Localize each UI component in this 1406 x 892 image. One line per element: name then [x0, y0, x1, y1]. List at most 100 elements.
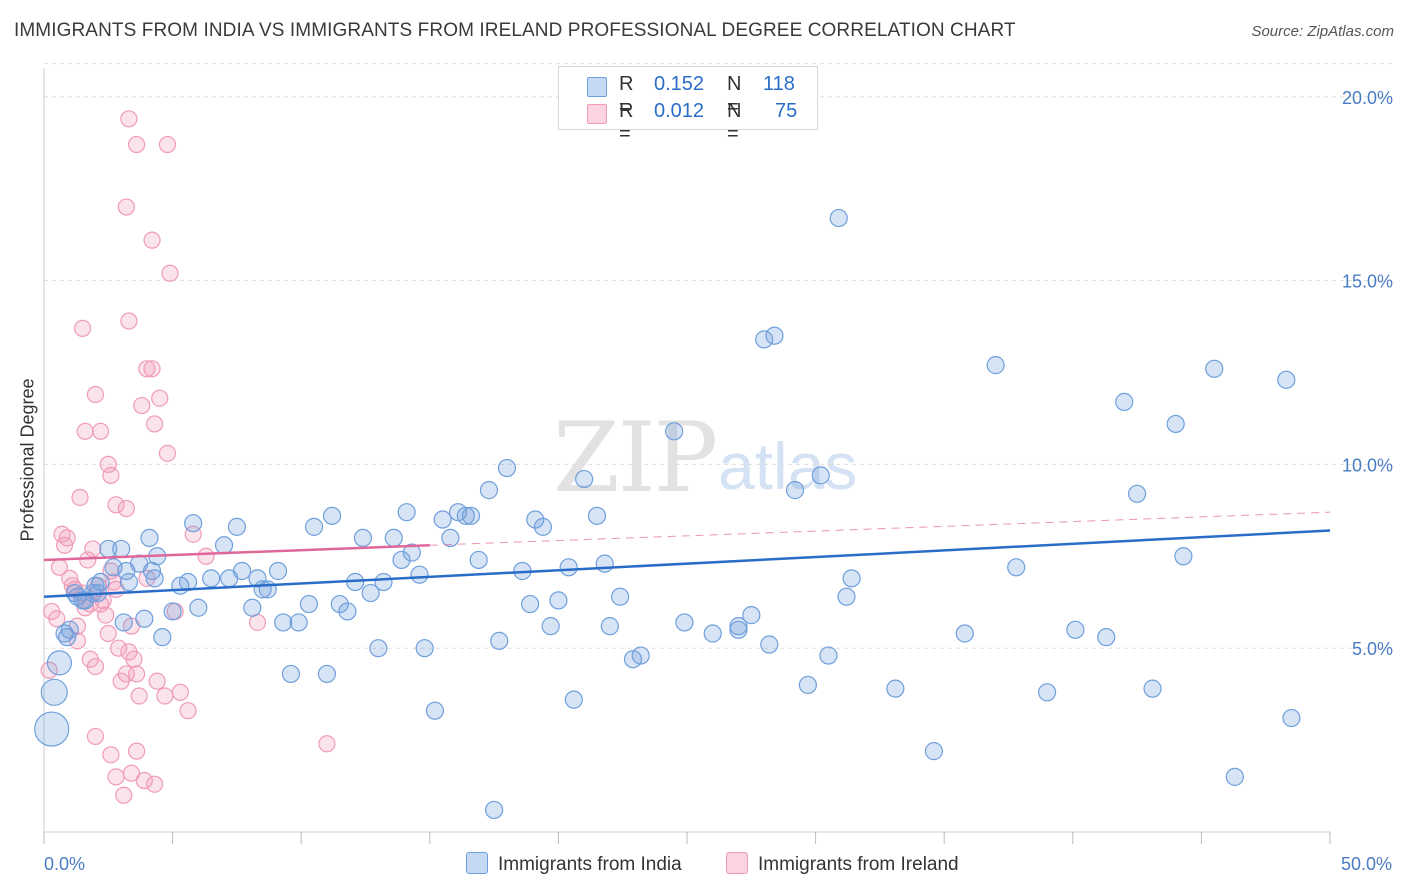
trend-lines [43, 511, 1331, 598]
india-point [1174, 547, 1193, 566]
ireland-point [145, 775, 164, 793]
india-point [60, 620, 79, 639]
ireland-point [48, 610, 66, 628]
india-point [521, 594, 540, 614]
y-tick-label: 20.0% [1342, 88, 1393, 108]
india-point [304, 517, 324, 536]
ireland-point [71, 488, 89, 507]
ireland-point [161, 264, 179, 282]
india-point [490, 631, 509, 650]
ireland-r-value: 0.012 [654, 100, 705, 122]
india-point [189, 598, 208, 617]
india-point [232, 561, 252, 581]
india-point [384, 528, 403, 548]
india-point [924, 742, 944, 761]
watermark-atlas: atlas [718, 429, 858, 503]
ireland-point [127, 742, 146, 760]
india-point [369, 639, 388, 658]
india-point [353, 528, 373, 548]
india-point [227, 517, 246, 536]
india-point [258, 580, 277, 599]
india-point [1277, 370, 1296, 389]
ireland-point [171, 683, 189, 701]
india-point [202, 569, 221, 588]
india-point [729, 617, 748, 636]
india-point [1115, 392, 1134, 411]
india-point [1127, 484, 1147, 503]
india-point [268, 561, 288, 581]
india-point [243, 598, 262, 617]
axes [43, 68, 1331, 844]
india-point [322, 506, 342, 525]
ireland-point [58, 529, 76, 547]
india-point [955, 624, 974, 643]
india-point [798, 675, 817, 695]
india-point [479, 481, 499, 500]
india-point [665, 422, 684, 441]
india-point [330, 594, 349, 614]
india-point [214, 536, 234, 555]
tick-labels: 5.0% 10.0% 15.0% 20.0% 0.0% 50.0% [44, 88, 1393, 874]
india-point [1097, 628, 1116, 647]
ireland-point [143, 231, 161, 249]
ireland-point [145, 415, 164, 433]
ireland-point [156, 687, 174, 705]
india-point [433, 510, 452, 529]
ireland-trend-line [43, 544, 430, 562]
ireland-point [127, 665, 146, 683]
india-point [755, 330, 774, 349]
chart-title: IMMIGRANTS FROM INDIA VS IMMIGRANTS FROM… [14, 20, 1016, 41]
india-point [703, 624, 722, 643]
india-point [886, 679, 905, 698]
india-point [153, 628, 172, 647]
legend-item-india[interactable]: Immigrants from India [466, 852, 682, 876]
india-point [317, 664, 337, 684]
ireland-point [148, 672, 166, 690]
ireland-point [107, 768, 125, 786]
india-point [415, 639, 434, 658]
ireland-point [117, 499, 135, 518]
india-point [819, 646, 838, 665]
ireland-point [122, 764, 141, 782]
india-point [392, 550, 411, 570]
source-credit: Source: ZipAtlas.com [1251, 23, 1394, 40]
legend-item-ireland[interactable]: Immigrants from Ireland [726, 852, 959, 876]
ireland-swatch [587, 104, 607, 124]
ireland-point [115, 786, 133, 804]
india-swatch [587, 77, 607, 97]
india-point [842, 569, 861, 588]
india-point [34, 711, 70, 747]
india-point [397, 503, 416, 522]
india-point [402, 543, 421, 562]
india-point [742, 606, 761, 625]
ireland-point [79, 551, 97, 569]
ireland-point [73, 319, 92, 337]
x-tick-label: 50.0% [1341, 854, 1392, 874]
india-n-label: N = [727, 73, 742, 118]
ireland-point [86, 657, 105, 676]
ireland-point [158, 444, 177, 462]
india-point [811, 466, 830, 485]
india-point [575, 469, 594, 489]
india-point [1007, 558, 1026, 577]
ireland-point [84, 540, 102, 558]
india-point [184, 514, 203, 533]
ireland-point [97, 606, 115, 624]
india-point [46, 650, 73, 676]
india-point [541, 617, 560, 636]
india-point [785, 481, 805, 500]
ireland-point [143, 360, 161, 378]
india-trend-line [43, 529, 1331, 598]
ireland-point [102, 466, 120, 485]
india-point [58, 628, 77, 647]
india-point [119, 572, 138, 592]
india-point [1037, 683, 1057, 702]
india-point [274, 613, 293, 632]
india-point [587, 506, 607, 525]
india-point [549, 591, 568, 610]
india-point [1282, 708, 1301, 728]
india-r-value: 0.152 [654, 73, 705, 95]
india-point [986, 356, 1005, 375]
india-point [533, 517, 553, 536]
india-point [559, 558, 578, 577]
